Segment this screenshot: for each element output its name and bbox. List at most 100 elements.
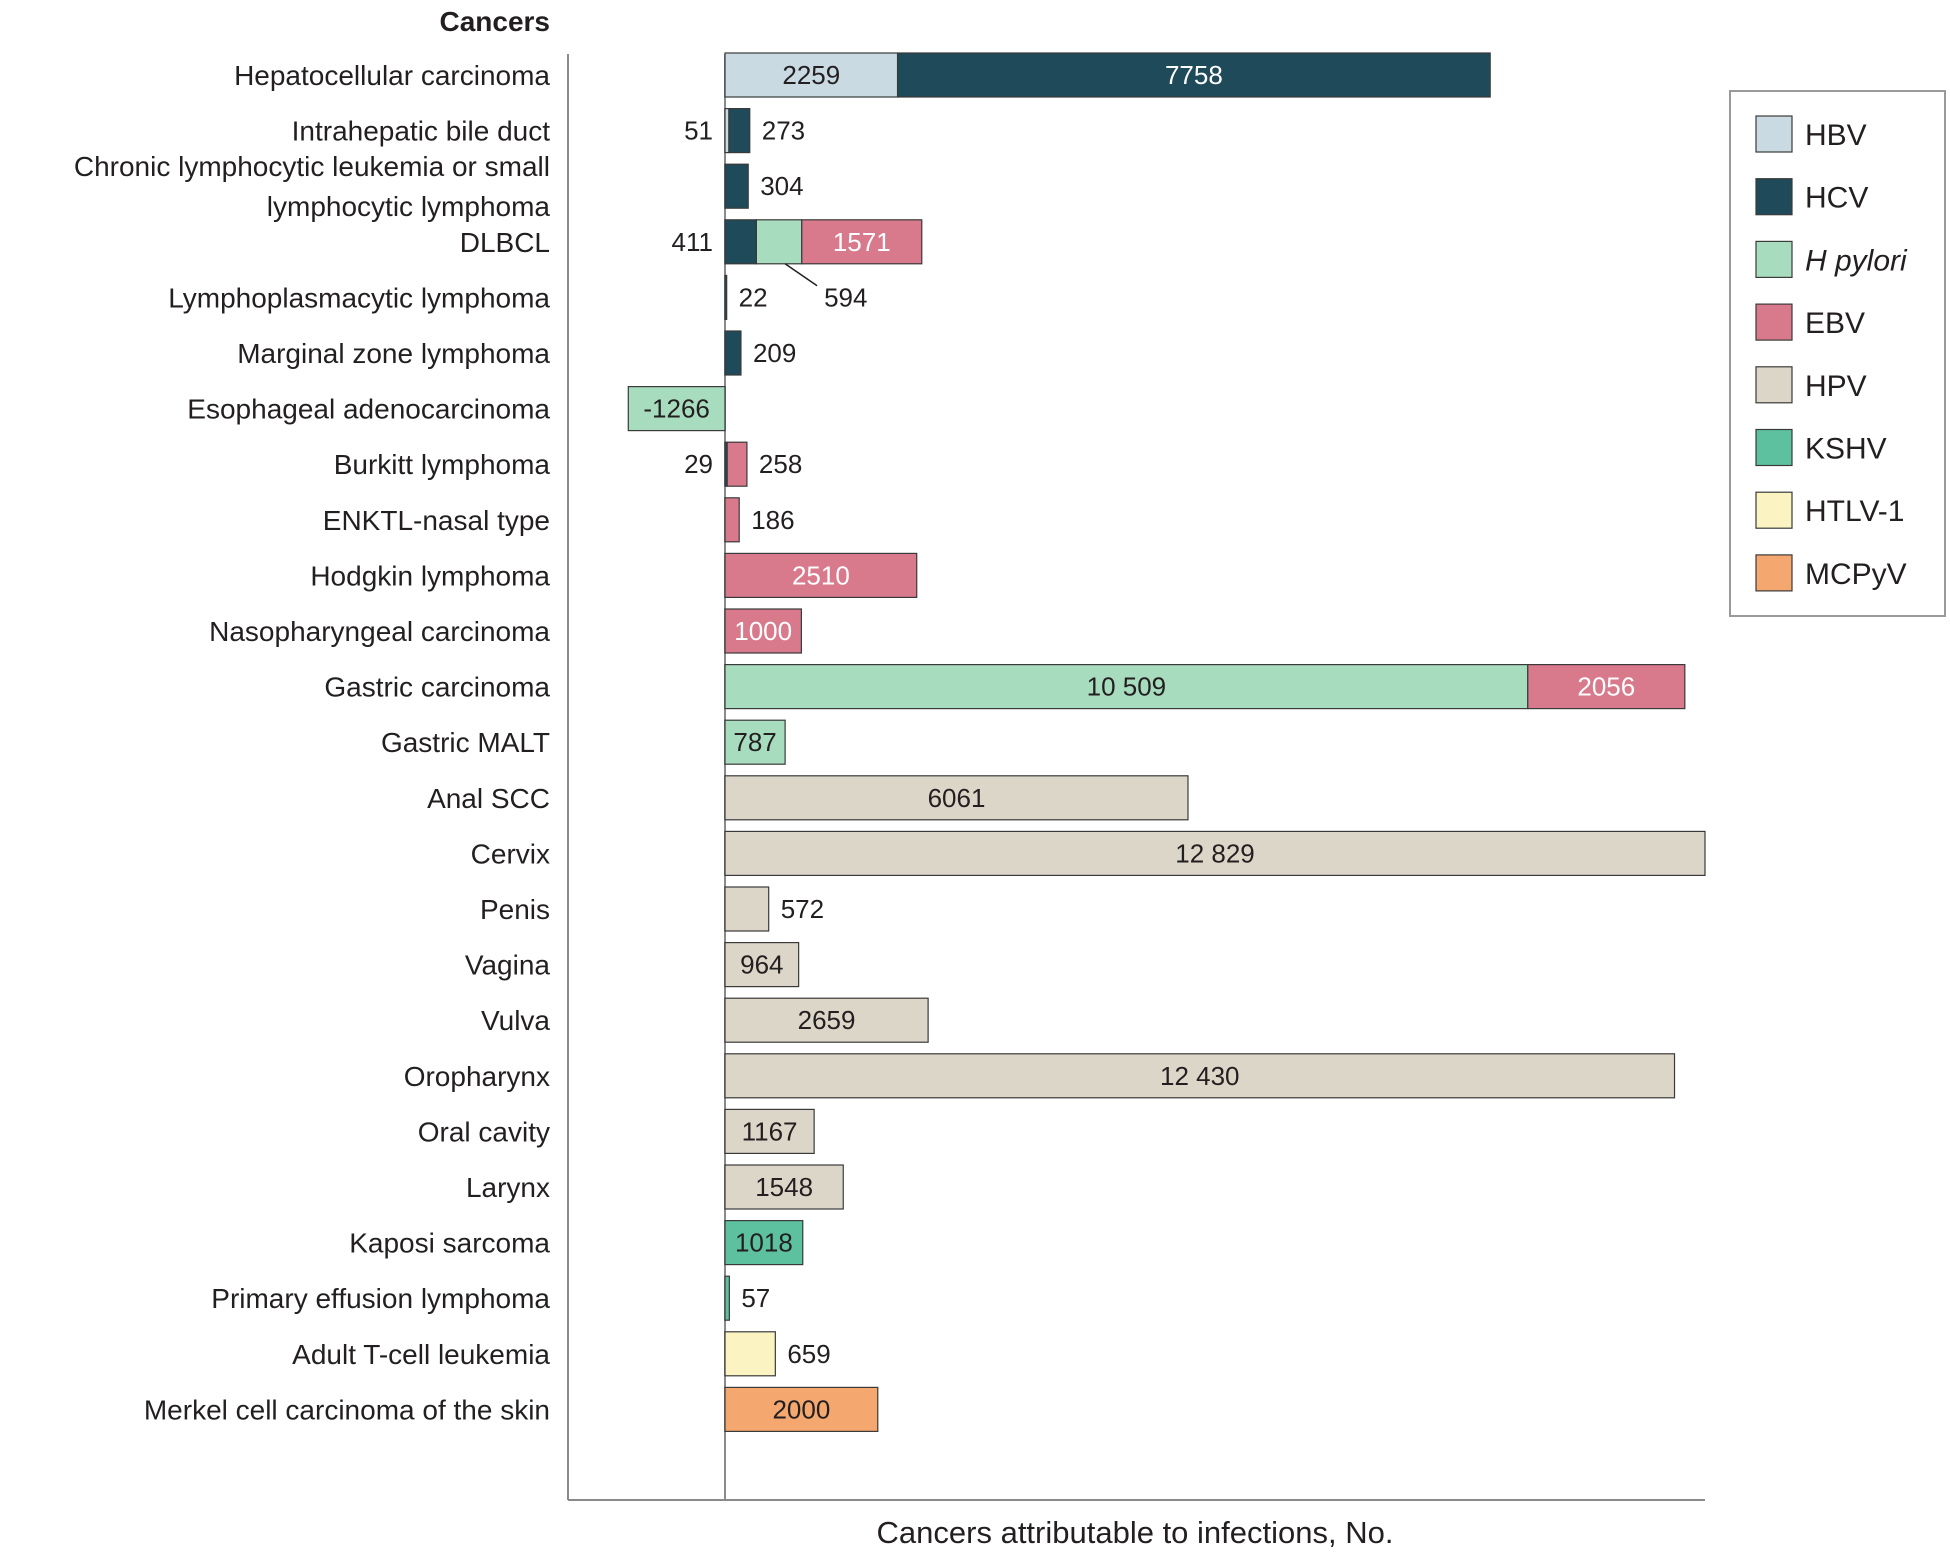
category-label-hodgkin-lymphoma: Hodgkin lymphoma <box>310 560 550 591</box>
bar-merkel-cell-carcinoma-of-the-skin-mcpyv <box>724 1386 879 1433</box>
category-label-larynx: Larynx <box>466 1172 550 1203</box>
category-label-primary-effusion-lymphoma: Primary effusion lymphoma <box>211 1283 550 1314</box>
bar-gastric-malt-h-pylori <box>724 719 786 765</box>
category-label-line: lymphocytic lymphoma <box>267 191 551 222</box>
value-label-dlbcl-hcv: 411 <box>672 227 713 257</box>
category-label-vagina: Vagina <box>465 950 551 981</box>
legend-label-h-pylori: H pylori <box>1805 244 1908 277</box>
category-label-vulva: Vulva <box>481 1005 550 1036</box>
bar-chronic-lymphocytic-leukemia-or-small-lymphocytic-lymphoma-hcv <box>724 163 749 209</box>
bar-penis-hpv <box>724 886 770 932</box>
value-label-anal-scc-hpv: 6061 <box>928 783 986 813</box>
bar-dlbcl-hcv <box>724 219 757 265</box>
category-label-line: Chronic lymphocytic leukemia or small <box>74 151 550 182</box>
value-label-larynx-hpv: 1548 <box>755 1172 813 1202</box>
value-label-dlbcl-h-pylori: 594 <box>824 282 867 312</box>
category-label-kaposi-sarcoma: Kaposi sarcoma <box>349 1228 550 1259</box>
legend-swatch-kshv <box>1755 428 1793 467</box>
legend-label-mcpyv: MCPyV <box>1805 558 1907 591</box>
callout-line-dlbcl <box>784 263 818 287</box>
value-label-burkitt-lymphoma-ebv: 258 <box>759 449 802 479</box>
bar-hodgkin-lymphoma-ebv <box>724 552 918 599</box>
category-label-penis: Penis <box>480 894 550 925</box>
value-label-merkel-cell-carcinoma-of-the-skin-mcpyv: 2000 <box>772 1394 830 1424</box>
category-label-lymphoplasmacytic-lymphoma: Lymphoplasmacytic lymphoma <box>168 282 550 313</box>
value-label-lymphoplasmacytic-lymphoma-hcv: 22 <box>739 282 768 312</box>
value-label-primary-effusion-lymphoma-kshv: 57 <box>741 1283 770 1313</box>
category-label-dlbcl: DLBCL <box>460 227 550 258</box>
bar-dlbcl-h-pylori <box>755 219 803 265</box>
value-label-penis-hpv: 572 <box>781 894 824 924</box>
bar-oropharynx-hpv <box>724 1053 1676 1099</box>
category-label-merkel-cell-carcinoma-of-the-skin: Merkel cell carcinoma of the skin <box>144 1394 550 1425</box>
value-label-burkitt-lymphoma-hcv: 29 <box>684 449 713 479</box>
bar-anal-scc-hpv <box>724 775 1189 821</box>
bar-primary-effusion-lymphoma-kshv <box>724 1275 730 1321</box>
value-label-nasopharyngeal-carcinoma-ebv: 1000 <box>734 616 792 646</box>
bar-nasopharyngeal-carcinoma-ebv <box>724 608 802 654</box>
bar-gastric-carcinoma-h-pylori <box>724 663 1529 710</box>
category-label-anal-scc: Anal SCC <box>427 783 550 814</box>
value-label-oral-cavity-hpv: 1167 <box>742 1116 798 1146</box>
bar-hepatocellular-carcinoma-hcv <box>896 52 1491 98</box>
bar-vagina-hpv <box>724 941 800 988</box>
value-label-vagina-hpv: 964 <box>740 950 783 980</box>
legend-swatch-mcpyv <box>1755 554 1793 592</box>
value-label-adult-t-cell-leukemia-htlv-1: 659 <box>787 1339 830 1369</box>
bar-larynx-hpv <box>724 1164 844 1210</box>
value-label-oropharynx-hpv: 12 430 <box>1160 1061 1240 1091</box>
value-labels: 2259 7758 51 273 304 411 594 1571 22 209 -1266 29 25… <box>643 60 1635 1424</box>
category-label-hepatocellular-carcinoma: Hepatocellular carcinoma <box>234 60 550 91</box>
value-label-hepatocellular-carcinoma-hbv: 2259 <box>782 60 840 90</box>
x-axis-title: Cancers attributable to infections, No. <box>877 1515 1394 1550</box>
value-label-cervix-hpv: 12 829 <box>1175 838 1255 868</box>
legend-label-htlv-1: HTLV-1 <box>1805 495 1904 528</box>
value-label-kaposi-sarcoma-kshv: 1018 <box>735 1228 793 1258</box>
category-label-nasopharyngeal-carcinoma: Nasopharyngeal carcinoma <box>209 616 550 647</box>
category-axis-header: Cancers <box>439 6 550 37</box>
category-label-chronic-lymphocytic-leukemia-or-small-lymphocytic-lymphoma: Chronic lymphocytic leukemia or small lym… <box>74 151 551 222</box>
value-label-vulva-hpv: 2659 <box>798 1005 856 1035</box>
category-label-adult-t-cell-leukemia: Adult T-cell leukemia <box>292 1339 550 1370</box>
value-label-chronic-lymphocytic-leukemia-or-small-lymphocytic-lymphoma-hcv: 304 <box>760 171 803 201</box>
category-labels: Hepatocellular carcinoma Intrahepatic bil… <box>74 60 551 1425</box>
bar-enktl-nasal-type-ebv <box>724 497 740 543</box>
legend-swatch-h-pylori <box>1755 240 1793 278</box>
value-label-intrahepatic-bile-duct-hbv: 51 <box>684 116 713 146</box>
category-label-esophageal-adenocarcinoma: Esophageal adenocarcinoma <box>187 394 550 425</box>
bar-kaposi-sarcoma-kshv <box>724 1219 804 1266</box>
bar-dlbcl-ebv <box>801 219 923 265</box>
bars-group <box>627 52 1706 1433</box>
value-label-intrahepatic-bile-duct-hcv: 273 <box>762 116 805 146</box>
legend-swatch-hpv <box>1755 366 1793 404</box>
value-label-hodgkin-lymphoma-ebv: 2510 <box>792 560 850 590</box>
category-label-gastric-carcinoma: Gastric carcinoma <box>324 672 550 703</box>
value-label-hepatocellular-carcinoma-hcv: 7758 <box>1165 60 1223 90</box>
category-label-oral-cavity: Oral cavity <box>418 1116 550 1147</box>
category-label-oropharynx: Oropharynx <box>404 1061 550 1092</box>
bar-lymphoplasmacytic-lymphoma-hcv <box>724 274 728 320</box>
category-label-intrahepatic-bile-duct: Intrahepatic bile duct <box>292 116 551 147</box>
bar-hepatocellular-carcinoma-hbv <box>724 52 899 98</box>
value-label-dlbcl-ebv: 1571 <box>833 227 891 257</box>
category-label-marginal-zone-lymphoma: Marginal zone lymphoma <box>237 338 550 369</box>
value-label-esophageal-adenocarcinoma-h-pylori: -1266 <box>643 394 710 424</box>
value-label-enktl-nasal-type-ebv: 186 <box>751 505 794 535</box>
legend-swatch-hbv <box>1755 115 1793 153</box>
value-label-marginal-zone-lymphoma-hcv: 209 <box>753 338 796 368</box>
bar-intrahepatic-bile-duct-hcv <box>728 107 751 154</box>
category-label-enktl-nasal-type: ENKTL-nasal type <box>323 505 550 536</box>
value-label-gastric-malt-h-pylori: 787 <box>733 727 776 757</box>
legend-swatch-hcv <box>1755 178 1793 216</box>
bar-cervix-hpv <box>724 830 1706 877</box>
bar-burkitt-lymphoma-ebv <box>726 441 748 487</box>
category-label-burkitt-lymphoma: Burkitt lymphoma <box>334 449 551 480</box>
legend-label-hcv: HCV <box>1805 182 1868 215</box>
bar-gastric-carcinoma-ebv <box>1527 663 1686 710</box>
value-label-gastric-carcinoma-h-pylori: 10 509 <box>1087 672 1167 702</box>
bar-vulva-hpv <box>724 997 929 1043</box>
legend-swatch-htlv-1 <box>1755 491 1793 529</box>
legend: HBV HCV H pylori EBV HPV KSHV HTLV-1 MCPyV <box>1729 90 1946 617</box>
bar-oral-cavity-hpv <box>724 1108 815 1155</box>
